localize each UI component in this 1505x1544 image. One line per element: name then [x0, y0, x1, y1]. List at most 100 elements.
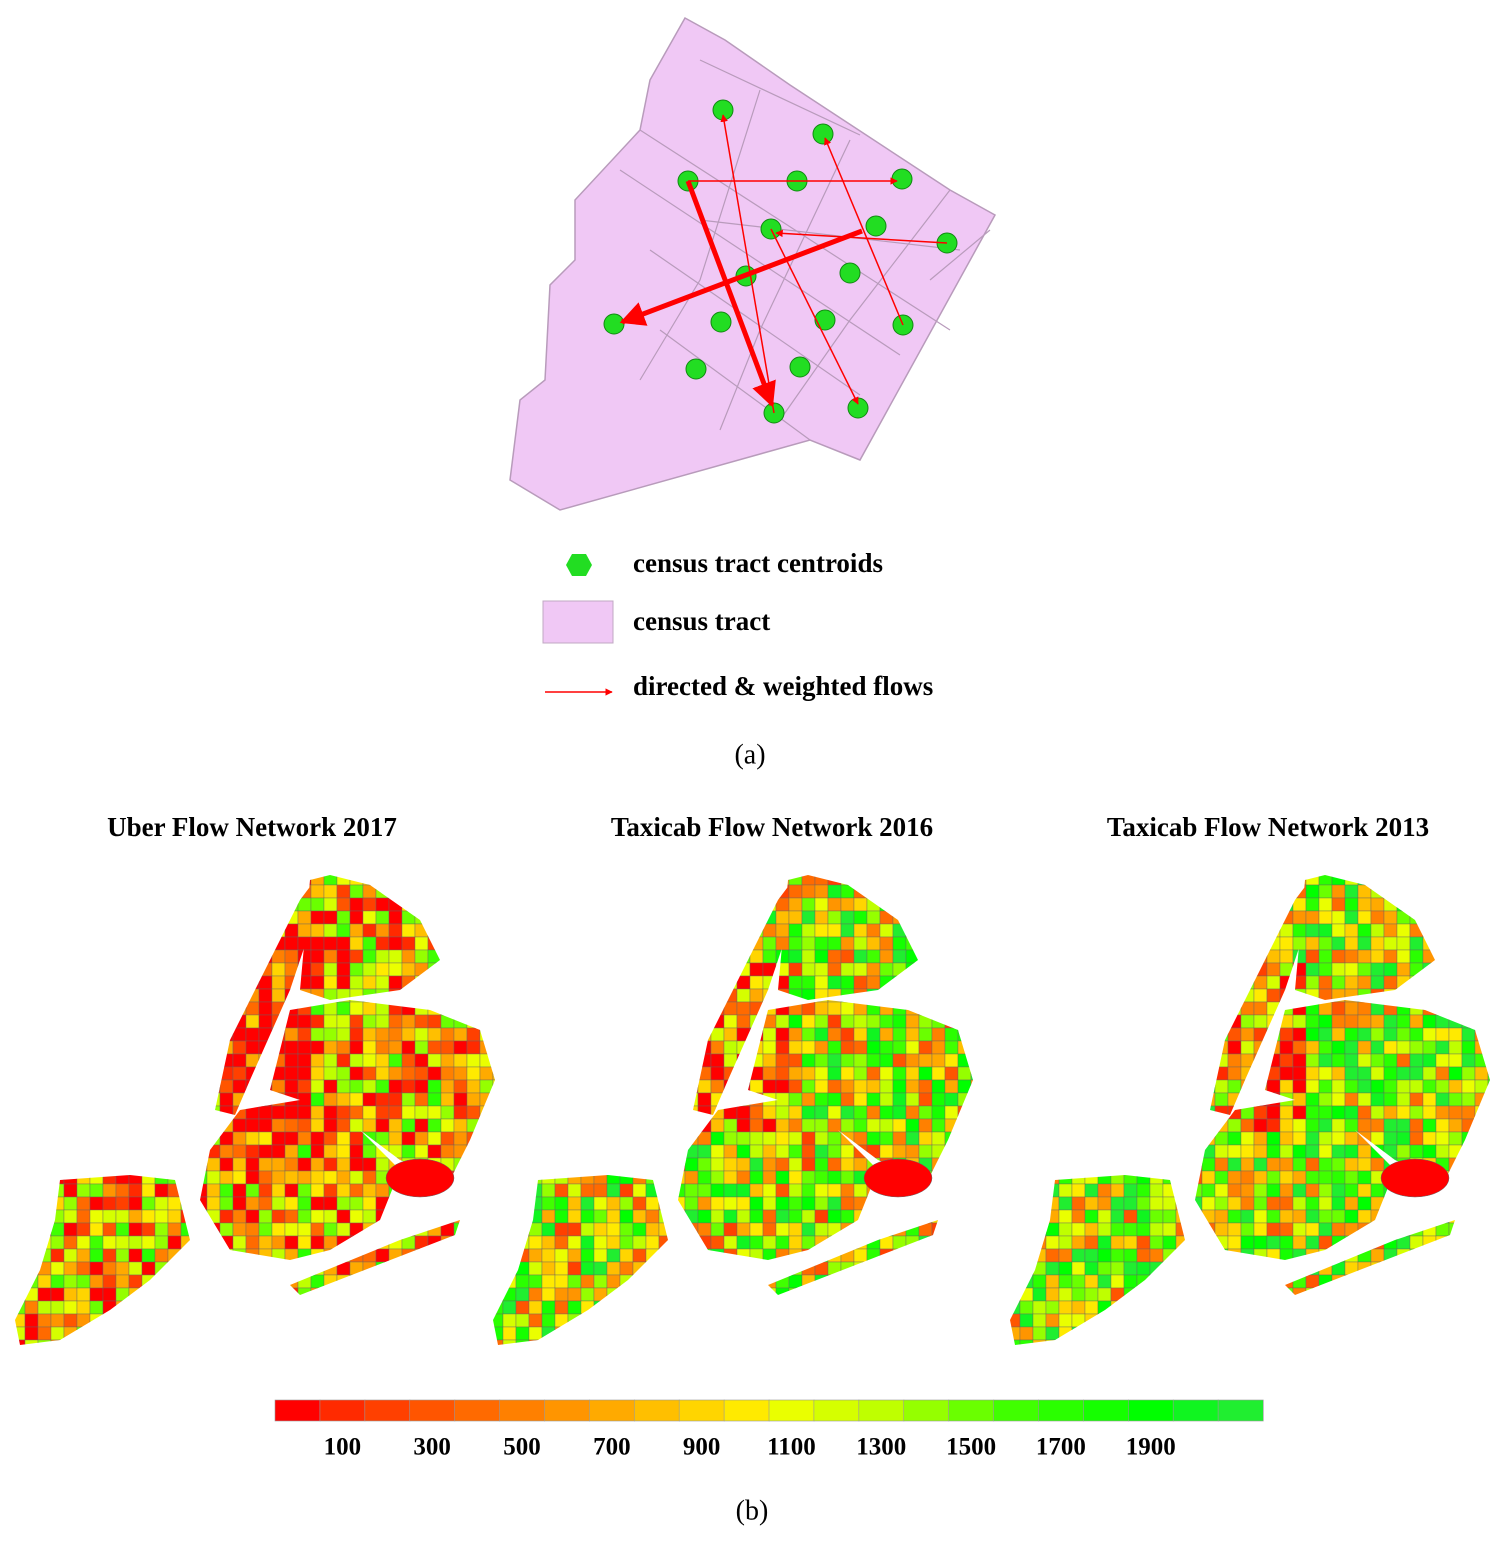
tract [284, 910, 299, 925]
tract [167, 1196, 182, 1211]
tract [905, 949, 920, 964]
tract [918, 1105, 933, 1120]
tract [453, 1092, 468, 1107]
tract [1370, 1118, 1385, 1133]
tract [905, 1053, 920, 1068]
tract [567, 1235, 582, 1250]
tract [271, 1209, 286, 1224]
tract [1357, 1235, 1372, 1250]
tract [89, 923, 104, 938]
tract [1214, 1235, 1229, 1250]
tract [1435, 1209, 1450, 1224]
tract [15, 1131, 26, 1146]
tract [414, 1209, 429, 1224]
tract [593, 1261, 608, 1276]
tract [1162, 875, 1177, 886]
tract [479, 1066, 494, 1081]
tract [580, 897, 595, 912]
tract [76, 1235, 91, 1250]
tract [375, 1261, 390, 1276]
tract [362, 1209, 377, 1224]
tract [388, 897, 403, 912]
tract [1032, 884, 1047, 899]
tract [193, 1144, 208, 1159]
tract [388, 1326, 403, 1341]
tract [297, 1248, 312, 1263]
tract [866, 923, 881, 938]
tract [401, 1313, 416, 1328]
tract [1058, 910, 1073, 925]
tract [1370, 1105, 1385, 1120]
tract [440, 1261, 455, 1276]
tract [580, 1235, 595, 1250]
tract [619, 1170, 634, 1185]
tract [440, 1027, 455, 1042]
tract [931, 923, 946, 938]
tract [1019, 1183, 1034, 1198]
tract [362, 1118, 377, 1133]
tract [1357, 1326, 1372, 1341]
tract [1162, 1131, 1177, 1146]
tract [775, 1274, 790, 1289]
tract [879, 1326, 894, 1341]
tract [1149, 1300, 1164, 1315]
tract [115, 1157, 130, 1172]
tract [944, 1183, 959, 1198]
tract [24, 1196, 39, 1211]
tract [284, 962, 299, 977]
tract [684, 1235, 699, 1250]
tract [1071, 988, 1086, 1003]
tract [593, 1001, 608, 1016]
tract [1357, 1170, 1372, 1185]
tract [453, 1222, 468, 1237]
tract [879, 1001, 894, 1016]
tract [1084, 1092, 1099, 1107]
tract [245, 1326, 260, 1341]
tract [310, 1131, 325, 1146]
tract [375, 923, 390, 938]
tract [541, 875, 556, 886]
tract [63, 1001, 78, 1016]
tract [271, 1196, 286, 1211]
tract [632, 1196, 647, 1211]
tract [440, 949, 455, 964]
tract [788, 1131, 803, 1146]
tract [879, 923, 894, 938]
tract [453, 1274, 468, 1289]
tract [710, 875, 725, 886]
tract [1071, 1144, 1086, 1159]
tract [297, 1131, 312, 1146]
tract [1240, 1248, 1255, 1263]
tract [1084, 936, 1099, 951]
tract [905, 1248, 920, 1263]
tract [102, 1092, 117, 1107]
tract [388, 1261, 403, 1276]
tract [297, 988, 312, 1003]
tract [1175, 1183, 1190, 1198]
tract [323, 1144, 338, 1159]
tract [1010, 1118, 1021, 1133]
choropleth-map [15, 875, 495, 1345]
tract [671, 1235, 686, 1250]
tract [1214, 1105, 1229, 1120]
tract [567, 1144, 582, 1159]
tract [24, 1261, 39, 1276]
tract [1253, 1170, 1268, 1185]
tract [180, 1131, 195, 1146]
tract [1474, 1183, 1489, 1198]
tract [1175, 962, 1190, 977]
tract [1279, 1287, 1294, 1302]
tract [905, 1300, 920, 1315]
tract [853, 1209, 868, 1224]
tract [1071, 884, 1086, 899]
tract [567, 1339, 582, 1345]
tract [866, 1209, 881, 1224]
tract [1188, 1326, 1203, 1341]
tract [1201, 949, 1216, 964]
tract [154, 975, 169, 990]
tract [1487, 1157, 1490, 1172]
tract [1383, 1222, 1398, 1237]
tract [619, 1092, 634, 1107]
tract [466, 1170, 481, 1185]
tract [1201, 1001, 1216, 1016]
